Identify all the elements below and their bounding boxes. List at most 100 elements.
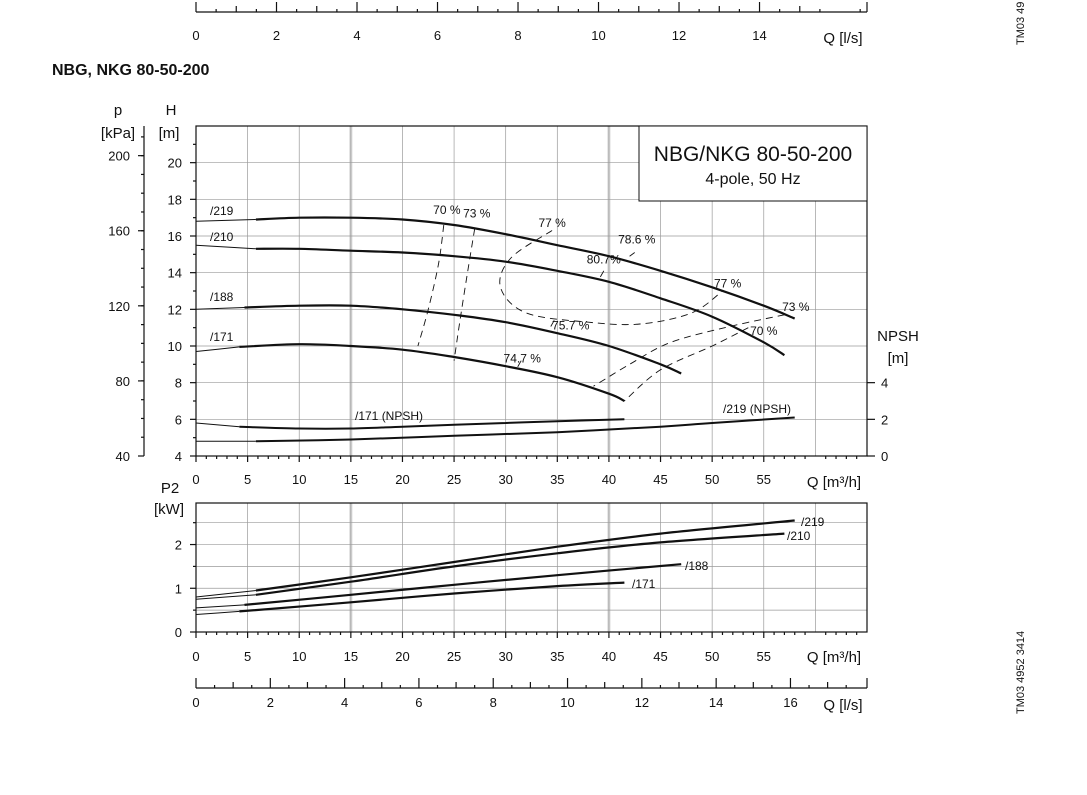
- power-q-tick-label-5: 5: [244, 649, 251, 664]
- power-axis-unit: [kW]: [154, 501, 184, 518]
- head-tick-label-4: 4: [175, 449, 182, 464]
- flow-ls-tick-label-14: 14: [709, 695, 723, 710]
- power-q-axis-label: Q [m³/h]: [807, 649, 861, 666]
- npsh-curve-219-npsh: [255, 416, 795, 443]
- efficiency-label-1-70: 70 %: [433, 203, 461, 217]
- npsh-tick-label-0: 0: [881, 449, 888, 464]
- head-curve-219: [255, 216, 796, 320]
- power-tick-label-2: 2: [175, 538, 182, 553]
- efficiency-contour-7: [624, 327, 749, 402]
- npsh-curve-171-npsh: [239, 418, 625, 430]
- efficiency-contour-1: [417, 224, 445, 347]
- head-q-tick-label-35: 35: [550, 472, 564, 487]
- npsh-curve-label-219-npsh: /219 (NPSH): [723, 402, 791, 416]
- flow-ls-tick-label-16: 16: [783, 695, 797, 710]
- efficiency-contour-2: [453, 228, 476, 361]
- side-code-bottom: TM03 4952 3414: [1015, 631, 1027, 714]
- power-curve-thin-210: [195, 594, 256, 600]
- flow-ls-tick-label-10: 10: [560, 695, 574, 710]
- efficiency-label-10-74-7: 74.7 %: [504, 352, 542, 366]
- power-curve-thin-188: [195, 604, 245, 609]
- power-q-tick-label-55: 55: [757, 649, 771, 664]
- head-q-axis-label: Q [m³/h]: [807, 474, 861, 491]
- efficiency-label-9-75-7: 75.7 %: [552, 319, 590, 333]
- power-curve-188: [244, 563, 682, 606]
- flow-ls-tick-label-2: 2: [267, 695, 274, 710]
- power-curve-label-188: /188: [685, 559, 709, 573]
- head-q-tick-label-0: 0: [192, 472, 199, 487]
- efficiency-contour-3: [499, 230, 723, 326]
- head-tick-label-10: 10: [168, 339, 182, 354]
- head-tick-label-6: 6: [175, 412, 182, 427]
- head-curve-label-171: /171: [210, 330, 234, 344]
- top-fragment-ls-tick-label-0: 0: [192, 28, 199, 43]
- head-curve-188: [244, 304, 682, 375]
- head-curve-210: [255, 247, 786, 357]
- npsh-axis-unit: [m]: [888, 350, 909, 367]
- top-fragment-ls-tick-label-8: 8: [514, 28, 521, 43]
- head-curve-thin-171: [195, 346, 240, 352]
- efficiency-label-2-73: 73 %: [463, 207, 491, 221]
- head-q-tick-label-30: 30: [498, 472, 512, 487]
- head-q-tick-label-5: 5: [244, 472, 251, 487]
- axes-layer: [138, 2, 875, 689]
- power-q-tick-label-35: 35: [550, 649, 564, 664]
- top-fragment-ls-tick-label-2: 2: [273, 28, 280, 43]
- power-q-tick-label-25: 25: [447, 649, 461, 664]
- power-q-tick-label-20: 20: [395, 649, 409, 664]
- npsh-axis-label: NPSH: [877, 328, 919, 345]
- head-tick-label-18: 18: [168, 192, 182, 207]
- head-q-tick-label-25: 25: [447, 472, 461, 487]
- power-q-tick-label-15: 15: [344, 649, 358, 664]
- head-curve-171: [239, 343, 625, 402]
- power-tick-label-0: 0: [175, 625, 182, 640]
- grid-layer: [196, 126, 867, 632]
- efficiency-layer: 70 % 73 %77 %78.6 %80.7%77 %73 %70 %75.7 …: [417, 203, 810, 402]
- head-q-tick-label-10: 10: [292, 472, 306, 487]
- power-curve-171: [239, 581, 625, 613]
- legend-subtitle: 4-pole, 50 Hz: [705, 171, 800, 188]
- head-q-tick-label-50: 50: [705, 472, 719, 487]
- top-fragment-ls-tick-label-6: 6: [434, 28, 441, 43]
- head-axis-label: H: [166, 102, 177, 119]
- head-curve-thin-210: [195, 244, 256, 250]
- power-curve-thin-219: [195, 590, 256, 598]
- power-q-tick-label-45: 45: [653, 649, 667, 664]
- head-tick-label-12: 12: [168, 302, 182, 317]
- power-tick-label-1: 1: [175, 581, 182, 596]
- power-curve-label-219: /219: [801, 515, 825, 529]
- power-axis-label: P2: [161, 480, 179, 497]
- pressure-tick-label-120: 120: [108, 299, 130, 314]
- efficiency-label-8-70: 70 %: [750, 324, 778, 338]
- top-fragment-ls-tick-label-12: 12: [672, 28, 686, 43]
- top-fragment-ls-tick-label-14: 14: [752, 28, 766, 43]
- head-q-tick-label-15: 15: [344, 472, 358, 487]
- power-chart-frame: [195, 502, 868, 633]
- flow-ls-axis-label: Q [l/s]: [823, 697, 862, 714]
- pressure-axis-label: p: [114, 102, 122, 119]
- power-q-tick-label-10: 10: [292, 649, 306, 664]
- flow-ls-tick-label-6: 6: [415, 695, 422, 710]
- page-title: NBG, NKG 80-50-200: [52, 62, 209, 79]
- head-q-tick-label-40: 40: [602, 472, 616, 487]
- head-q-tick-label-20: 20: [395, 472, 409, 487]
- efficiency-label-4-78-6: 78.6 %: [618, 232, 656, 246]
- head-tick-label-14: 14: [168, 266, 182, 281]
- head-tick-label-16: 16: [168, 229, 182, 244]
- npsh-tick-label-2: 2: [881, 412, 888, 427]
- head-q-tick-label-55: 55: [757, 472, 771, 487]
- efficiency-label-3-77: 77 %: [538, 216, 566, 230]
- efficiency-contour-6: [593, 314, 785, 387]
- power-curve-219: [255, 519, 795, 592]
- head-tick-label-8: 8: [175, 376, 182, 391]
- pressure-tick-label-80: 80: [116, 374, 130, 389]
- efficiency-contour-4: [629, 252, 635, 257]
- pressure-tick-label-160: 160: [108, 224, 130, 239]
- flow-ls-tick-label-4: 4: [341, 695, 348, 710]
- efficiency-contour-8: [548, 320, 555, 330]
- flow-ls-tick-label-8: 8: [490, 695, 497, 710]
- pressure-axis-unit: [kPa]: [101, 125, 135, 142]
- flow-ls-tick-label-12: 12: [635, 695, 649, 710]
- top-fragment-ls-axis-label: Q [l/s]: [823, 30, 862, 47]
- curves-layer: [195, 216, 796, 615]
